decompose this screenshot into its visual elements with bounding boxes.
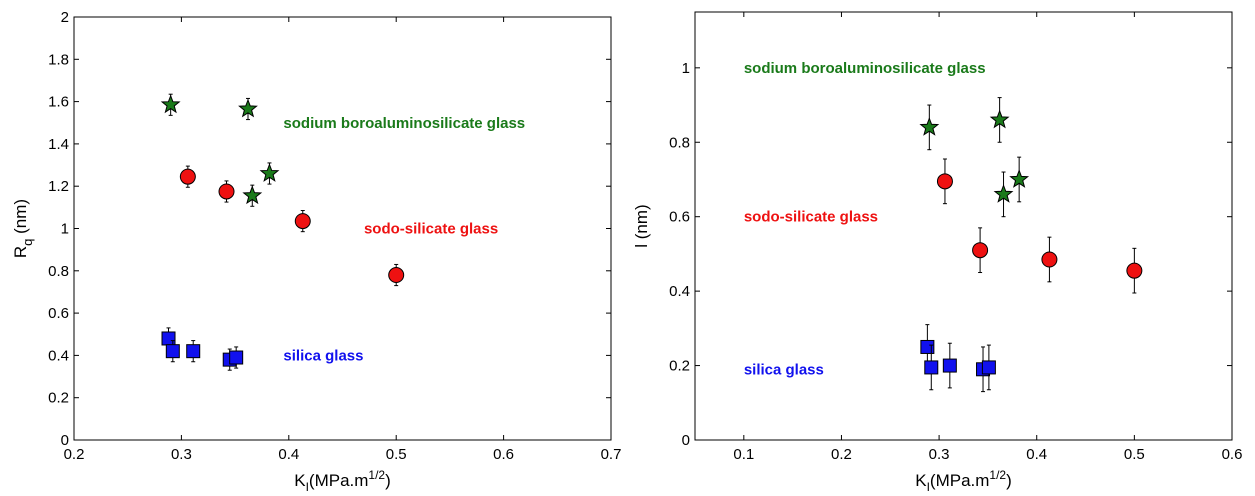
series-square: silica glass [161,327,363,371]
data-point-star [259,163,280,182]
data-point-square [165,344,180,359]
data-point-square [229,350,244,365]
x-tick-label: 0.2 [64,446,85,463]
data-point-star [1009,169,1030,188]
data-point-star [993,183,1014,203]
series-star: sodium boroaluminosilicate glass [744,60,1030,218]
data-point-circle [1041,251,1058,268]
series-circle: sodo-silicate glass [744,158,1143,294]
series-star: sodium boroaluminosilicate glass [160,93,525,207]
series-square: silica glass [744,324,996,393]
y-tick-label: 2 [61,9,69,26]
series-circle: sodo-silicate glass [179,165,498,287]
y-tick-label: 1.2 [48,178,69,195]
y-tick-label: 1 [61,221,69,238]
data-point-star [919,116,940,136]
plot-frame [694,11,1233,441]
x-tick-label: 0.5 [386,446,407,463]
chart-1: 0.2 0.3 0.4 0.5 0.6 0.700.20.40.60.811.21.41.… [11,9,621,494]
y-tick-label: 1 [682,60,690,77]
x-tick-label: 0.3 [929,446,950,463]
chart-2: 0.1 0.2 0.3 0.4 0.5 0.6 0 0.2 0.4 0.6 0.8 1 KI(MPa.m… [632,11,1243,494]
series-annotation: sodium boroaluminosilicate glass [283,115,525,132]
y-tick-label: 0.8 [48,263,69,280]
x-axis-label: KI(MPa.m1/2) [294,468,391,494]
data-point-circle [936,173,953,190]
data-point-square [186,344,201,359]
series-annotation: sodium boroaluminosilicate glass [744,60,986,77]
series-annotation: silica glass [744,361,824,378]
plot-frame [73,16,612,441]
y-tick-label: 0.4 [669,283,690,300]
x-tick-label: 0.3 [171,446,192,463]
data-point-square [981,360,996,375]
y-tick-label: 0.2 [48,390,69,407]
y-tick-label: 0.6 [669,209,690,226]
data-point-square [920,339,935,354]
data-point-circle [1126,262,1143,279]
x-tick-label: 0.1 [733,446,754,463]
data-point-circle [972,242,989,259]
y-tick-label: 1.4 [48,136,69,153]
series-annotation: sodo-silicate glass [364,221,498,238]
data-point-star [160,94,181,114]
data-point-star [238,98,258,118]
data-point-circle [179,168,196,185]
data-point-star [242,185,263,205]
series-annotation: sodo-silicate glass [744,209,878,226]
series-annotation: silica glass [283,347,363,364]
data-point-star [989,109,1010,129]
data-point-square [924,360,939,375]
x-tick-label: 0.4 [1026,446,1047,463]
x-tick-label: 0.2 [831,446,852,463]
y-tick-label: 0.4 [48,347,69,364]
data-point-circle [388,267,405,284]
y-tick-label: 0.8 [669,134,690,151]
y-tick-label: 1.6 [48,94,69,111]
x-tick-label: 0.6 [1222,446,1243,463]
y-tick-label: 1.8 [48,51,69,68]
x-tick-label: 0.5 [1124,446,1145,463]
data-point-circle [218,183,235,200]
y-axis-label: Rq (nm) [11,199,35,258]
data-point-square [942,358,957,373]
x-axis-label: KI(MPa.m1/2) [915,468,1012,494]
x-tick-label: 0.7 [601,446,622,463]
y-tick-label: 0 [61,432,69,449]
y-axis-label: l (nm) [632,204,651,247]
y-tick-label: 0.2 [669,358,690,375]
data-point-circle [294,213,311,230]
x-tick-label: 0.6 [493,446,514,463]
y-tick-label: 0.6 [48,305,69,322]
y-tick-label: 0 [682,432,690,449]
x-tick-label: 0.4 [278,446,299,463]
